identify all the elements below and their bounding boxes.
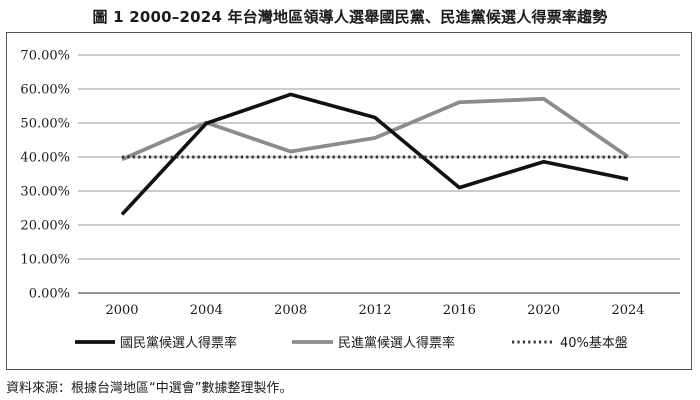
- chart-title: 圖 1 2000–2024 年台灣地區領導人選舉國民黨、民進黨候選人得票率趨勢: [92, 8, 608, 26]
- y-tick-label: 0.00%: [29, 287, 70, 302]
- x-tick-label: 2012: [358, 303, 391, 318]
- series-line: [120, 92, 629, 216]
- x-tick-label: 2024: [611, 303, 644, 318]
- source-note: 資料來源：根據台灣地區“中選會”數據整理製作。: [6, 381, 293, 396]
- y-tick-label: 60.00%: [20, 83, 70, 98]
- series-line: [121, 96, 630, 162]
- y-tick-label: 40.00%: [20, 151, 70, 166]
- y-tick-label: 70.00%: [20, 49, 70, 64]
- legend-label: 40%基本盤: [560, 336, 628, 351]
- y-tick-label: 50.00%: [20, 117, 70, 132]
- x-tick-label: 2004: [190, 303, 223, 318]
- y-tick-label: 10.00%: [20, 253, 70, 268]
- y-tick-label: 30.00%: [20, 185, 70, 200]
- x-tick-label: 2008: [274, 303, 307, 318]
- x-tick-label: 2000: [105, 303, 138, 318]
- legend-label: 國民黨候選人得票率: [120, 335, 237, 351]
- chart-frame: [6, 32, 692, 370]
- x-tick-label: 2020: [527, 303, 560, 318]
- y-tick-label: 20.00%: [20, 219, 70, 234]
- x-tick-label: 2016: [443, 303, 476, 318]
- legend-label: 民進黨候選人得票率: [338, 335, 455, 351]
